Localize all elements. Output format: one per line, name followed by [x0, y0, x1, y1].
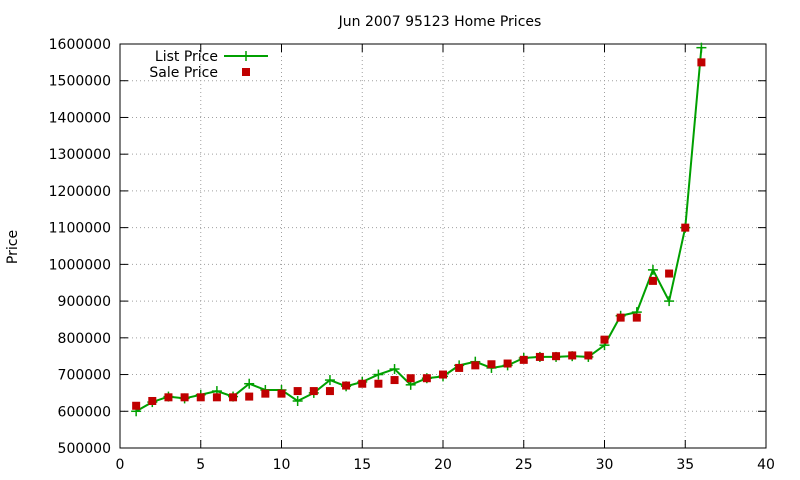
- sale-price-point: [245, 392, 254, 401]
- x-tick-label: 5: [196, 457, 205, 473]
- sale-price-point: [422, 374, 431, 383]
- sale-price-point: [455, 363, 464, 372]
- y-tick-label: 800000: [58, 331, 111, 347]
- sale-price-point: [277, 389, 286, 398]
- sale-price-point: [600, 335, 609, 344]
- sale-price-point: [584, 351, 593, 360]
- y-tick-label: 1600000: [49, 37, 111, 53]
- y-tick-label: 1000000: [49, 257, 111, 273]
- y-tick-label: 1300000: [49, 147, 111, 163]
- sale-price-point: [342, 381, 351, 390]
- y-tick-label: 500000: [58, 441, 111, 457]
- list-price-point: [373, 369, 384, 380]
- sale-price-point: [261, 389, 270, 398]
- list-price-point: [696, 42, 707, 53]
- list-price-line: [135, 47, 703, 413]
- x-tick-label: 0: [116, 457, 125, 473]
- sale-price-point: [471, 361, 480, 370]
- legend-marker-sale-price: [242, 68, 250, 76]
- sale-price-point: [212, 393, 221, 402]
- sale-price-point: [535, 352, 544, 361]
- y-tick-label: 1500000: [49, 74, 111, 90]
- sale-price-point: [164, 393, 173, 402]
- x-tick-label: 30: [596, 457, 614, 473]
- axis-ticks: [119, 43, 767, 449]
- y-tick-label: 900000: [58, 294, 111, 310]
- legend: List Price Sale Price: [149, 49, 268, 81]
- y-tick-label: 1100000: [49, 221, 111, 237]
- sale-price-point: [632, 313, 641, 322]
- sale-price-point: [196, 393, 205, 402]
- list-price-point: [389, 364, 400, 375]
- list-price-point: [647, 264, 658, 275]
- legend-label-list-price: List Price: [155, 49, 218, 65]
- y-tick-label: 700000: [58, 368, 111, 384]
- x-tick-label: 10: [273, 457, 291, 473]
- y-axis-label: Price: [5, 230, 21, 264]
- sale-price-point: [148, 396, 157, 405]
- x-tick-label: 25: [515, 457, 533, 473]
- sale-price-point: [293, 387, 302, 396]
- x-tick-label: 20: [434, 457, 452, 473]
- sale-price-point: [390, 376, 399, 385]
- x-tick-label: 35: [676, 457, 694, 473]
- list-price-point: [292, 395, 303, 406]
- series: [131, 42, 707, 417]
- sale-price-point: [665, 269, 674, 278]
- sale-price-point: [519, 355, 528, 364]
- sale-price-point: [616, 313, 625, 322]
- sale-price-point: [374, 379, 383, 388]
- y-tick-label: 600000: [58, 404, 111, 420]
- sale-price-point: [358, 379, 367, 388]
- list-price-point: [244, 378, 255, 389]
- sale-price-point: [229, 393, 238, 402]
- sale-price-point: [648, 276, 657, 285]
- sale-price-point: [552, 352, 561, 361]
- legend-label-sale-price: Sale Price: [149, 65, 218, 81]
- y-tick-label: 1400000: [49, 110, 111, 126]
- x-tick-label: 40: [757, 457, 775, 473]
- list-price-point: [664, 296, 675, 307]
- sale-price-point: [309, 387, 318, 396]
- sale-price-point: [180, 393, 189, 402]
- sale-price-point: [132, 401, 141, 410]
- sale-price-point: [325, 387, 334, 396]
- y-tick-label: 1200000: [49, 184, 111, 200]
- axis-tick-labels: 0 5 10 15 20 25 30 35 40 500000 600000 700000 800000…: [49, 37, 775, 473]
- sale-price-point: [697, 58, 706, 67]
- sale-price-point: [681, 223, 690, 232]
- sale-price-point: [439, 370, 447, 379]
- sale-price-point: [503, 359, 512, 368]
- sale-price-point: [406, 374, 415, 383]
- sale-price-point: [568, 351, 577, 360]
- legend-marker-list-price: [241, 51, 251, 61]
- sale-price-point: [487, 360, 496, 369]
- chart-title: Jun 2007 95123 Home Prices: [338, 14, 542, 30]
- x-tick-label: 15: [353, 457, 371, 473]
- list-price-point: [324, 375, 335, 386]
